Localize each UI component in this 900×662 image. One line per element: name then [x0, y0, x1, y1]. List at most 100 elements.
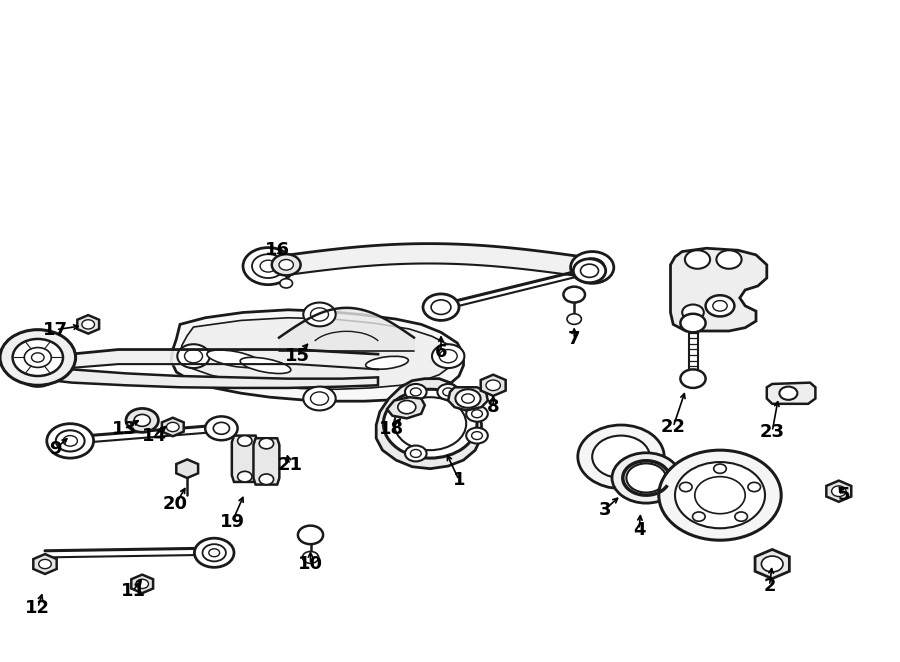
Text: 12: 12: [25, 598, 50, 617]
Circle shape: [832, 486, 846, 496]
Text: 21: 21: [277, 455, 302, 474]
Circle shape: [472, 432, 482, 440]
Polygon shape: [755, 549, 789, 579]
Circle shape: [466, 428, 488, 444]
Text: 19: 19: [220, 512, 245, 531]
Text: 16: 16: [265, 241, 290, 260]
Circle shape: [761, 556, 783, 572]
Circle shape: [431, 300, 451, 314]
Text: 1: 1: [453, 471, 465, 489]
Polygon shape: [131, 575, 153, 593]
Circle shape: [626, 463, 666, 493]
Circle shape: [238, 436, 252, 446]
Polygon shape: [162, 418, 184, 436]
Circle shape: [680, 483, 692, 492]
Text: 18: 18: [379, 420, 404, 438]
Circle shape: [612, 453, 680, 503]
Polygon shape: [376, 379, 482, 469]
Ellipse shape: [207, 350, 261, 367]
Circle shape: [472, 410, 482, 418]
Circle shape: [26, 363, 50, 381]
Circle shape: [259, 438, 274, 449]
Polygon shape: [38, 365, 378, 388]
Text: 23: 23: [760, 422, 785, 441]
Circle shape: [423, 294, 459, 320]
Circle shape: [571, 252, 614, 283]
Circle shape: [486, 380, 500, 391]
Circle shape: [573, 259, 606, 283]
Circle shape: [439, 350, 457, 363]
Circle shape: [205, 416, 238, 440]
Circle shape: [685, 250, 710, 269]
Circle shape: [592, 436, 650, 478]
Circle shape: [177, 344, 210, 368]
Circle shape: [39, 559, 51, 569]
Circle shape: [279, 260, 293, 270]
Circle shape: [136, 579, 149, 589]
Circle shape: [238, 471, 252, 482]
Circle shape: [714, 464, 726, 473]
Circle shape: [682, 305, 704, 320]
Circle shape: [243, 248, 293, 285]
Circle shape: [432, 344, 464, 368]
Text: 14: 14: [142, 426, 167, 445]
Circle shape: [18, 357, 58, 387]
Text: 10: 10: [298, 555, 323, 573]
Circle shape: [134, 414, 150, 426]
Polygon shape: [171, 310, 464, 401]
Circle shape: [310, 308, 328, 321]
Polygon shape: [448, 387, 488, 410]
Circle shape: [209, 549, 220, 557]
Polygon shape: [254, 438, 279, 485]
Text: 15: 15: [284, 347, 310, 365]
Circle shape: [675, 462, 765, 528]
Circle shape: [680, 369, 706, 388]
Circle shape: [303, 387, 336, 410]
Circle shape: [580, 258, 605, 277]
Circle shape: [443, 388, 454, 396]
Circle shape: [310, 392, 328, 405]
Text: 20: 20: [163, 495, 188, 514]
Ellipse shape: [365, 356, 409, 369]
Circle shape: [680, 314, 706, 332]
Circle shape: [302, 551, 319, 563]
Polygon shape: [232, 436, 257, 482]
Text: 7: 7: [568, 330, 580, 348]
Circle shape: [692, 512, 705, 521]
Polygon shape: [670, 248, 767, 331]
Circle shape: [383, 389, 477, 458]
Circle shape: [437, 384, 459, 400]
Circle shape: [63, 436, 77, 446]
Circle shape: [166, 422, 179, 432]
Polygon shape: [387, 397, 425, 418]
Polygon shape: [826, 481, 851, 502]
Circle shape: [580, 264, 598, 277]
Circle shape: [706, 295, 734, 316]
Circle shape: [202, 544, 226, 561]
Text: 5: 5: [838, 486, 850, 504]
Polygon shape: [176, 459, 198, 478]
Polygon shape: [77, 315, 99, 334]
Text: 11: 11: [121, 581, 146, 600]
Circle shape: [298, 526, 323, 544]
Circle shape: [659, 450, 781, 540]
Text: 2: 2: [763, 577, 776, 595]
Polygon shape: [767, 383, 815, 404]
Text: 13: 13: [112, 420, 137, 438]
Polygon shape: [33, 554, 57, 574]
Circle shape: [735, 512, 748, 521]
Circle shape: [260, 260, 276, 272]
Circle shape: [410, 449, 421, 457]
Circle shape: [578, 425, 664, 489]
Circle shape: [779, 387, 797, 400]
Circle shape: [184, 350, 202, 363]
Text: 4: 4: [633, 520, 645, 539]
Circle shape: [563, 287, 585, 303]
Circle shape: [280, 279, 292, 288]
Circle shape: [194, 538, 234, 567]
Text: 3: 3: [598, 500, 611, 519]
Circle shape: [303, 303, 336, 326]
Circle shape: [586, 263, 598, 272]
Circle shape: [716, 250, 742, 269]
Circle shape: [126, 408, 158, 432]
